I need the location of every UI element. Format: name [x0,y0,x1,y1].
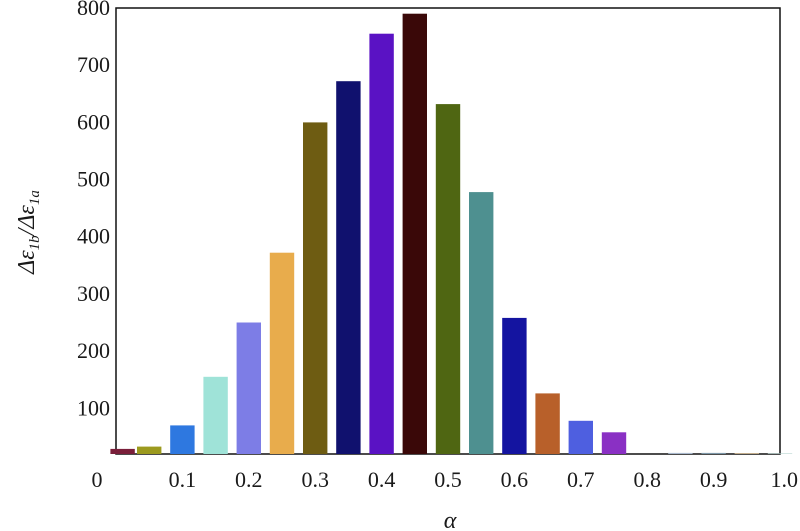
bar [303,122,328,455]
x-tick-label: 0 [92,467,103,492]
y-axis-title: Δε1b/Δε1a [14,190,43,275]
x-axis-ticks: 0 0.1 0.2 0.3 0.4 0.5 0.6 0.7 0.8 0.9 1.0 [92,467,799,492]
bar [767,453,793,454]
x-tick-label: 1.0 [771,467,799,492]
bar [568,420,593,454]
y-axis-title-den: Δε [14,205,40,230]
bar [203,376,228,454]
y-tick-label: 100 [77,395,110,420]
bar [137,446,162,454]
bar [110,448,135,454]
bar [402,13,427,454]
y-axis-ticks: 100 200 300 400 500 600 700 800 [77,0,110,420]
x-tick-label: 0.6 [501,467,529,492]
y-tick-label: 500 [77,167,110,192]
bar [435,104,461,454]
x-tick-label: 0.9 [700,467,728,492]
bar [535,393,560,454]
y-tick-label: 800 [77,0,110,20]
x-tick-label: 0.8 [633,467,661,492]
y-tick-label: 200 [77,338,110,363]
bar [701,452,726,454]
bars-group [110,13,793,455]
x-tick-label: 0.2 [235,467,263,492]
y-tick-label: 700 [77,52,110,77]
bar [668,452,693,454]
x-tick-label: 0.7 [567,467,595,492]
y-axis-title-num: Δε [14,250,40,275]
y-axis-title-den-sub: 1a [27,190,43,205]
bar [369,33,394,454]
x-tick-label: 0.3 [301,467,329,492]
bar [170,425,195,454]
bar [469,192,494,454]
x-axis-title: α [444,508,457,531]
x-tick-label: 0.1 [169,467,197,492]
bar [236,322,261,454]
x-tick-label: 0.5 [434,467,462,492]
y-tick-label: 300 [77,281,110,306]
bar [336,81,361,454]
y-axis-title-num-sub: 1b [27,235,43,251]
x-tick-label: 0.4 [368,467,396,492]
y-axis-title-slash: / [14,226,40,237]
y-tick-label: 600 [77,109,110,134]
bar [734,453,759,454]
bar [269,252,295,454]
bar [502,317,527,454]
bar [601,432,627,454]
y-tick-label: 400 [77,224,110,249]
